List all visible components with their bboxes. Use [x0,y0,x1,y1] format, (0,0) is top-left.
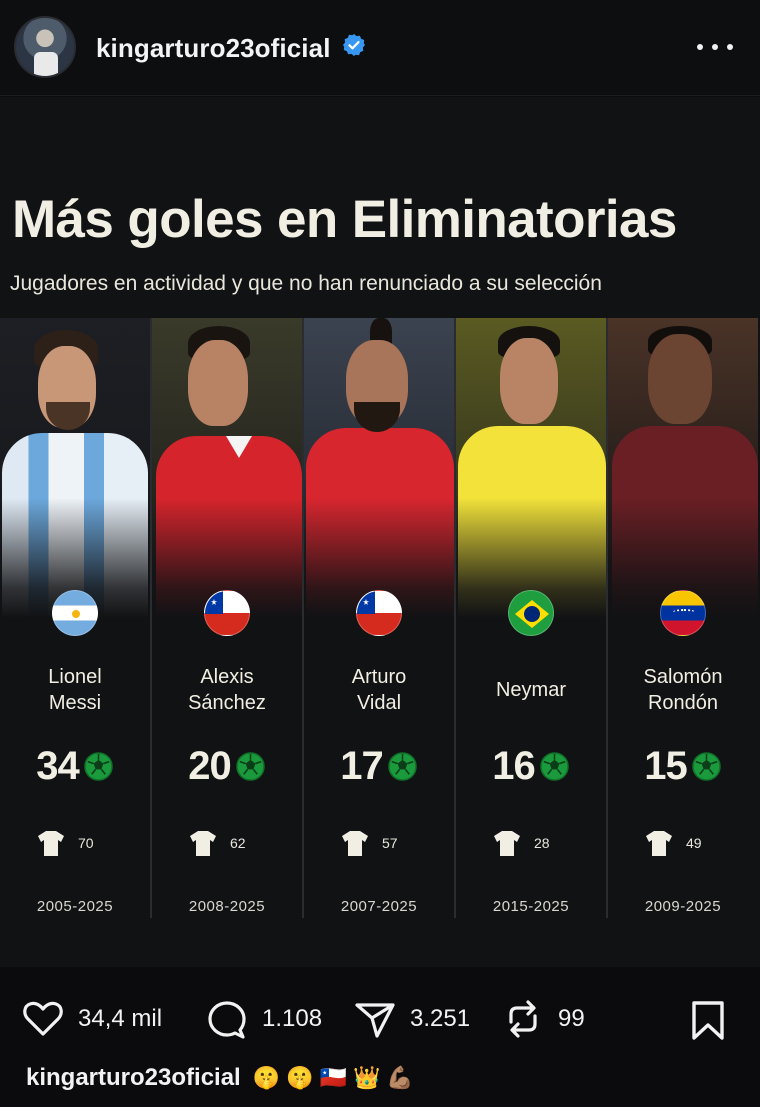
send-icon[interactable] [352,996,398,1042]
player-card: Neymar 16 28 2015-2025 [456,318,608,918]
career-years: 2005-2025 [36,898,114,915]
caps-stat: 70 [36,828,94,858]
soccer-ball-icon [387,752,417,781]
shirt-icon [494,831,520,856]
caps-count: 28 [534,835,550,851]
caps-count: 57 [382,835,398,851]
share-count: 3.251 [410,1005,471,1032]
post-actions: 34,4 mil 1.108 3.251 99 kingarturo23ofic… [0,968,760,1107]
post-username[interactable]: kingarturo23oficial [96,33,331,63]
soccer-ball-icon [539,752,569,781]
player-name: Alexis Sánchez [188,666,266,714]
player-photo [456,318,606,618]
players-grid: Lionel Messi 34 70 2005-2025 [0,318,760,918]
comment-button[interactable]: 1.108 [204,996,322,1042]
soccer-ball-icon [691,752,721,781]
career-years: 2008-2025 [188,898,266,915]
goals-count: 15 [644,744,687,788]
flag-icon [508,590,554,636]
bookmark-icon[interactable] [686,998,730,1042]
goals-count: 20 [188,744,231,788]
heart-icon[interactable] [20,996,66,1042]
goals-count: 34 [36,744,79,788]
career-years: 2009-2025 [644,898,722,915]
caps-stat: 49 [644,828,702,858]
player-name: Lionel Messi [48,666,102,714]
player-card: Arturo Vidal 17 57 2007-2025 [304,318,456,918]
post-image: Más goles en Eliminatorias Jugadores en … [0,97,760,967]
player-photo [304,318,454,618]
shirt-icon [38,831,64,856]
caption: kingarturo23oficial 🤫 🤫 🇨🇱 👑 💪🏽 [26,1064,414,1092]
chile-flag-emoji: 🇨🇱 [319,1065,347,1090]
shirt-icon [342,831,368,856]
caps-stat: 28 [492,828,550,858]
player-card: Alexis Sánchez 20 62 2008-2025 [152,318,304,918]
player-name: Salomón Rondón [643,666,723,714]
goals-stat: 15 [608,744,758,789]
flag-icon [660,590,706,636]
player-card: Lionel Messi 34 70 2005-2025 [0,318,152,918]
repost-count: 99 [558,1005,585,1032]
career-years: 2007-2025 [340,898,418,915]
caps-count: 70 [78,835,94,851]
goals-stat: 16 [456,744,606,789]
avatar[interactable] [14,16,76,78]
flag-icon [52,590,98,636]
flexed-biceps-emoji: 💪🏽 [386,1065,414,1090]
graphic-title: Más goles en Eliminatorias [12,190,677,249]
caps-stat: 57 [340,828,398,858]
repost-button[interactable]: 99 [500,996,585,1042]
player-photo [608,318,758,618]
share-button[interactable]: 3.251 [352,996,470,1042]
like-count: 34,4 mil [78,1005,163,1032]
goals-stat: 20 [152,744,302,789]
shushing-face-emoji: 🤫 [252,1065,281,1090]
player-photo [152,318,302,618]
soccer-ball-icon [83,752,113,781]
shushing-face-emoji: 🤫 [286,1065,314,1090]
player-photo [0,318,150,618]
crown-emoji: 👑 [352,1065,381,1090]
soccer-ball-icon [235,752,265,781]
comment-count: 1.108 [262,1005,323,1032]
verified-badge-icon [343,34,365,56]
caption-username[interactable]: kingarturo23oficial [26,1064,241,1091]
goals-count: 17 [340,744,383,788]
player-name: Arturo Vidal [351,666,407,714]
player-card: Salomón Rondón 15 49 2009-2025 [608,318,760,918]
caps-count: 62 [230,835,246,851]
flag-icon [204,590,250,636]
career-years: 2015-2025 [492,898,570,915]
like-button[interactable]: 34,4 mil [20,996,162,1042]
caps-stat: 62 [188,828,246,858]
flag-icon [356,590,402,636]
shirt-icon [190,831,216,856]
post-header: kingarturo23oficial [0,0,760,96]
comment-icon[interactable] [204,996,250,1042]
goals-stat: 17 [304,744,454,789]
goals-stat: 34 [0,744,150,789]
goals-count: 16 [492,744,535,788]
more-options-icon[interactable] [697,40,733,54]
player-name: Neymar [495,679,566,701]
shirt-icon [646,831,672,856]
repost-icon[interactable] [500,996,546,1042]
graphic-subtitle: Jugadores en actividad y que no han renu… [10,272,602,295]
caps-count: 49 [686,835,702,851]
